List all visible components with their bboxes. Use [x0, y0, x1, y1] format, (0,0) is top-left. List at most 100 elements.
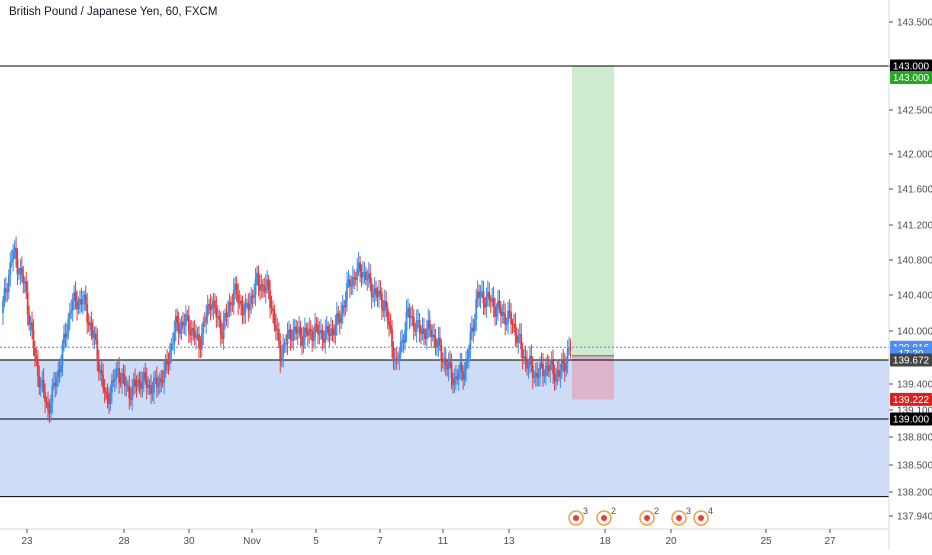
- candle-body: [380, 293, 383, 309]
- candle-body: [209, 304, 212, 310]
- candle-body: [73, 292, 76, 301]
- candle-body: [285, 343, 287, 345]
- candle-body: [251, 295, 254, 298]
- candle-body: [112, 380, 115, 382]
- zones-layer: [0, 66, 889, 498]
- candle-body: [148, 384, 151, 386]
- candle-body: [164, 358, 167, 371]
- candle-body: [208, 304, 211, 306]
- candle-body: [132, 379, 135, 387]
- price-tick-label: 142.500: [897, 106, 932, 117]
- time-tick-label: 18: [599, 536, 611, 547]
- price-tick-label: 140.000: [897, 327, 932, 338]
- candle-body: [190, 328, 193, 336]
- candle-body: [472, 327, 475, 332]
- candle-body: [481, 291, 483, 293]
- candle-body: [498, 300, 501, 309]
- candle-body: [465, 362, 467, 371]
- candle-body: [79, 299, 81, 303]
- candle-body: [22, 275, 25, 284]
- candle-body: [318, 332, 321, 335]
- candle-body: [50, 402, 52, 414]
- candle-body: [288, 329, 290, 335]
- candle-body: [20, 267, 23, 276]
- candle-body: [84, 294, 87, 305]
- candle-body: [456, 376, 459, 380]
- candle-body: [563, 363, 566, 372]
- candle-body: [142, 372, 145, 382]
- price-tick-label: 141.600: [897, 185, 932, 196]
- event-marker[interactable]: 3: [671, 506, 691, 526]
- candle-body: [409, 316, 412, 319]
- candle-body: [39, 382, 42, 388]
- candle-body: [308, 329, 311, 336]
- candle-body: [16, 258, 19, 275]
- candle-body: [257, 272, 260, 287]
- candle-body: [521, 349, 524, 359]
- candle-body: [301, 335, 303, 346]
- candle-body: [100, 369, 103, 376]
- candle-body: [29, 322, 32, 325]
- candle-body: [317, 325, 319, 335]
- candle-body: [558, 370, 560, 377]
- candle-body: [511, 323, 514, 325]
- candle-body: [214, 300, 216, 308]
- price-badge-label: 139.000: [893, 415, 930, 426]
- candle-body: [124, 376, 126, 387]
- candle-body: [524, 356, 527, 361]
- candle-body: [219, 319, 222, 335]
- candle-body: [116, 368, 119, 370]
- candle-body: [553, 373, 556, 382]
- candle-body: [38, 375, 41, 388]
- candle-body: [398, 354, 401, 359]
- candle-body: [12, 250, 15, 261]
- candle-body: [470, 327, 473, 333]
- candle-body: [35, 355, 38, 362]
- event-marker[interactable]: 3: [568, 506, 588, 526]
- candle-body: [96, 339, 99, 361]
- time-tick-label: 23: [21, 536, 33, 547]
- event-dot-icon: [601, 515, 607, 521]
- candle-body: [61, 344, 64, 365]
- candle-body: [513, 324, 515, 326]
- candle-body: [353, 277, 356, 279]
- candle-body: [277, 328, 280, 341]
- candle-body: [205, 316, 208, 323]
- candle-body: [250, 295, 253, 305]
- candle-body: [166, 358, 168, 365]
- event-marker[interactable]: 2: [596, 506, 616, 526]
- candle-body: [160, 378, 163, 382]
- candle-body: [199, 347, 202, 350]
- candle-body: [293, 326, 296, 331]
- candle-body: [367, 273, 370, 279]
- candle-body: [26, 291, 29, 315]
- event-marker[interactable]: 4: [693, 506, 713, 526]
- candle-body: [81, 300, 84, 305]
- price-badge: [890, 353, 932, 367]
- candle-body: [534, 373, 537, 376]
- candle-body: [453, 378, 456, 385]
- price-badge: [890, 59, 932, 73]
- candle-body: [227, 311, 229, 318]
- candle-body: [108, 398, 110, 404]
- candle-body: [274, 324, 277, 331]
- candle-body: [440, 345, 443, 361]
- candle-body: [23, 281, 26, 284]
- price-tick-label: 140.400: [897, 291, 932, 302]
- candle-body: [180, 321, 183, 329]
- candle-body: [375, 288, 377, 294]
- time-tick-label: 5: [313, 536, 319, 547]
- candle-body: [150, 385, 152, 395]
- candle-body: [3, 288, 6, 301]
- candle-body: [138, 379, 141, 384]
- candle-body: [263, 286, 266, 293]
- candle-body: [238, 300, 241, 304]
- candle-body: [362, 272, 364, 278]
- candle-body: [443, 358, 446, 362]
- candle-body: [427, 320, 430, 329]
- candle-body: [446, 365, 449, 370]
- candle-body: [411, 316, 414, 318]
- event-marker[interactable]: 2: [639, 506, 659, 526]
